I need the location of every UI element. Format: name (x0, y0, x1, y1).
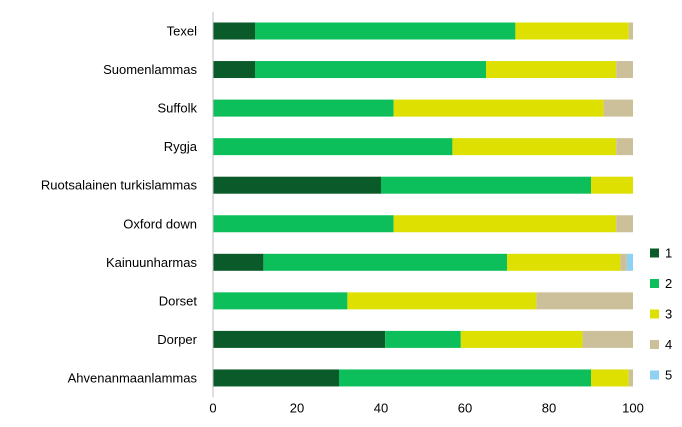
category-label-rygja: Rygja (164, 139, 198, 154)
legend-label-5: 5 (665, 368, 672, 383)
x-tick-label-0: 0 (209, 401, 216, 416)
bar-rygja-series-4 (616, 138, 633, 156)
bar-suomenlammas-series-4 (616, 61, 633, 79)
legend-label-3: 3 (665, 307, 672, 322)
bar-texel-series-1 (213, 22, 255, 40)
bar-oxford-down-series-2 (213, 215, 394, 233)
bar-ruotsalainen-turkislammas-series-1 (213, 176, 381, 194)
bar-dorper-series-2 (385, 330, 461, 348)
bar-kainuunharmas-series-1 (213, 253, 264, 271)
category-label-oxford-down: Oxford down (123, 216, 197, 231)
bar-kainuunharmas-series-2 (263, 253, 507, 271)
x-tick-label-40: 40 (374, 401, 388, 416)
bar-rygja-series-2 (213, 138, 453, 156)
bar-suffolk-series-3 (393, 99, 604, 117)
category-label-suffolk: Suffolk (157, 101, 197, 116)
bar-kainuunharmas-series-3 (507, 253, 621, 271)
bar-dorper-series-4 (582, 330, 633, 348)
legend-swatch-1 (650, 248, 659, 258)
category-label-dorper: Dorper (157, 332, 197, 347)
bars-layer (213, 22, 633, 387)
bar-ahvenanmaanlammas-series-1 (213, 369, 339, 387)
x-tick-label-100: 100 (622, 401, 644, 416)
bar-oxford-down-series-4 (616, 215, 633, 233)
bar-dorset-series-2 (213, 292, 348, 310)
legend-swatch-5 (650, 370, 659, 380)
bar-dorper-series-1 (213, 330, 386, 348)
bar-dorset-series-4 (536, 292, 633, 310)
legend-swatch-2 (650, 279, 659, 288)
bar-texel-series-4 (628, 22, 633, 40)
x-tick-label-20: 20 (290, 401, 304, 416)
bar-kainuunharmas-series-4 (620, 253, 627, 271)
category-label-dorset: Dorset (159, 293, 198, 308)
bar-suomenlammas-series-1 (213, 61, 255, 79)
category-label-suomenlammas: Suomenlammas (103, 62, 197, 77)
bar-suomenlammas-series-2 (255, 61, 486, 79)
legend-swatch-4 (650, 340, 659, 349)
bar-ruotsalainen-turkislammas-series-3 (591, 176, 633, 194)
x-tick-label-80: 80 (542, 401, 556, 416)
bar-suomenlammas-series-3 (486, 61, 617, 79)
bar-texel-series-3 (515, 22, 629, 40)
category-label-kainuunharmas: Kainuunharmas (106, 255, 198, 270)
category-label-ahvenanmaanlammas: Ahvenanmaanlammas (68, 370, 198, 385)
bar-dorset-series-3 (347, 292, 537, 310)
bar-ruotsalainen-turkislammas-series-2 (381, 176, 591, 194)
bar-kainuunharmas-series-5 (626, 253, 633, 271)
bar-ahvenanmaanlammas-series-3 (591, 369, 629, 387)
bar-oxford-down-series-3 (393, 215, 617, 233)
legend-swatch-3 (650, 309, 659, 319)
bar-ahvenanmaanlammas-series-2 (339, 369, 591, 387)
category-label-ruotsalainen-turkislammas: Ruotsalainen turkislammas (41, 178, 198, 193)
bar-texel-series-2 (255, 22, 516, 40)
bar-rygja-series-3 (452, 138, 617, 156)
bar-dorper-series-3 (460, 330, 583, 348)
category-label-texel: Texel (167, 24, 197, 39)
category-labels: Texel Suomenlammas Suffolk Rygja Ruotsalaine… (41, 24, 198, 386)
x-tick-label-60: 60 (458, 401, 472, 416)
bar-suffolk-series-2 (213, 99, 394, 117)
bar-ahvenanmaanlammas-series-4 (628, 369, 633, 387)
bar-suffolk-series-4 (603, 99, 633, 117)
x-tick-labels: 0 20 40 60 80 100 (209, 401, 643, 416)
legend: 1 2 3 4 5 (650, 246, 672, 383)
legend-label-1: 1 (665, 246, 672, 261)
legend-label-2: 2 (665, 276, 672, 291)
legend-label-4: 4 (665, 337, 672, 352)
